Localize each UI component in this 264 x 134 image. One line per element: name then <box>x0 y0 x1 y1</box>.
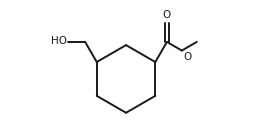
Text: O: O <box>163 10 171 20</box>
Text: HO: HO <box>51 36 67 46</box>
Text: O: O <box>183 52 191 62</box>
